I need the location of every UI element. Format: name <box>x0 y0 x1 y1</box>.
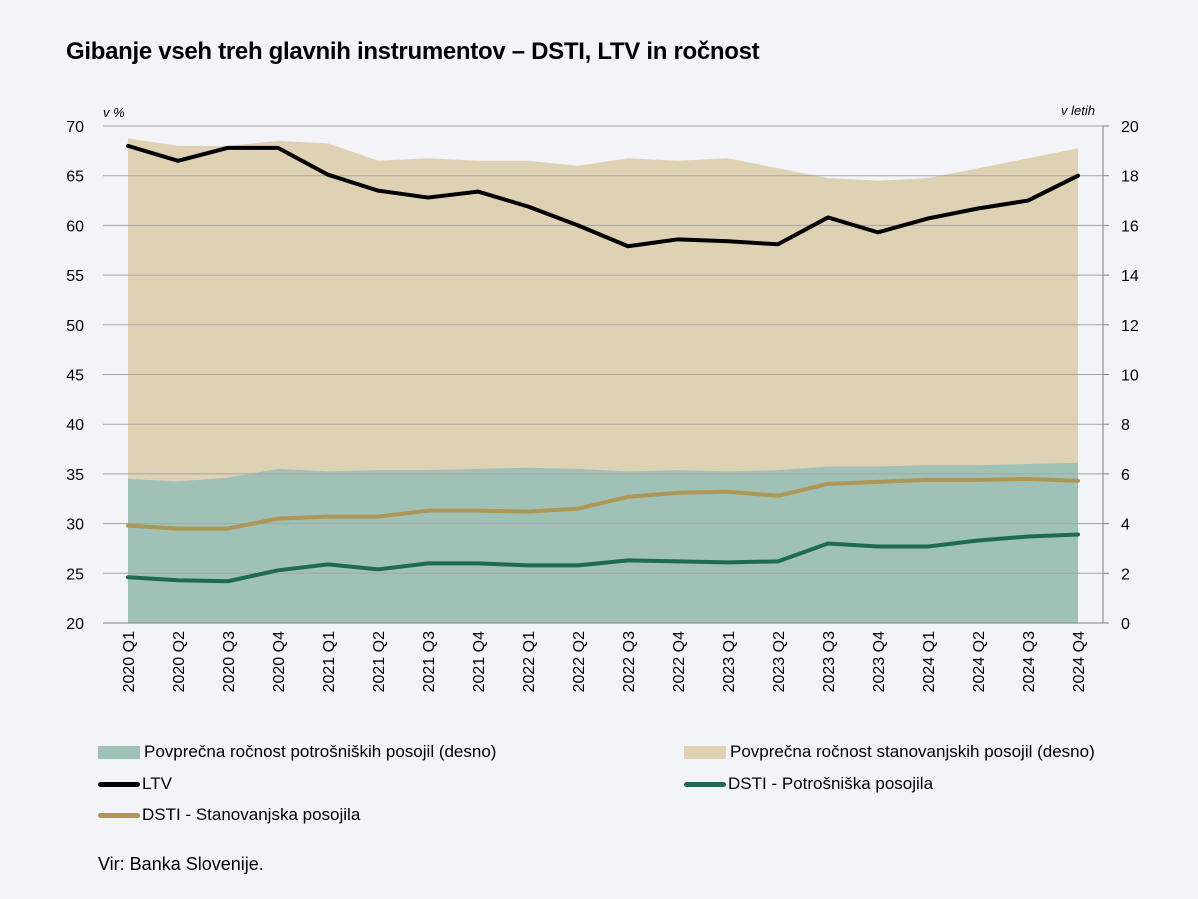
left-tick-label: 70 <box>66 119 84 136</box>
x-tick-label: 2022 Q4 <box>671 631 688 692</box>
legend-swatch-ltv <box>98 781 140 787</box>
legend-label-ltv: LTV <box>142 774 172 793</box>
x-tick-label: 2020 Q1 <box>121 631 138 692</box>
x-tick-label: 2024 Q3 <box>1021 631 1038 692</box>
left-tick-label: 20 <box>66 616 84 633</box>
legend-item-consumer-maturity: Povprečna ročnost potrošniških posojil (… <box>98 741 496 763</box>
legend-swatch-dsti-consumer <box>684 781 726 787</box>
line-dsti-consumer <box>126 532 1080 584</box>
x-tick-label: 2021 Q4 <box>471 631 488 692</box>
left-tick-label: 60 <box>66 218 84 235</box>
x-tick-label: 2021 Q1 <box>321 631 338 692</box>
legend-label-dsti-consumer: DSTI - Potrošniška posojila <box>728 774 934 793</box>
right-axis-unit-label: v letih <box>1061 103 1095 118</box>
x-tick-label: 2023 Q4 <box>871 631 888 692</box>
legend-swatch-consumer-maturity <box>98 745 140 759</box>
x-tick-label: 2022 Q3 <box>621 631 638 692</box>
legend-item-dsti-housing: DSTI - Stanovanjska posojila <box>98 804 360 826</box>
right-tick-label: 2 <box>1121 566 1130 583</box>
x-tick-label: 2021 Q3 <box>421 631 438 692</box>
right-tick-label: 6 <box>1121 467 1130 484</box>
x-tick-label: 2023 Q3 <box>821 631 838 692</box>
legend-label-consumer-maturity: Povprečna ročnost potrošniških posojil (… <box>144 742 497 761</box>
left-tick-label: 35 <box>66 467 84 484</box>
right-tick-label: 18 <box>1121 169 1139 186</box>
right-tick-label: 4 <box>1121 517 1130 534</box>
left-tick-label: 65 <box>66 169 84 186</box>
x-tick-label: 2020 Q2 <box>171 631 188 692</box>
left-tick-label: 50 <box>66 318 84 335</box>
legend-swatch-housing-maturity <box>684 745 726 759</box>
x-tick-label: 2021 Q2 <box>371 631 388 692</box>
left-tick-label: 55 <box>66 268 84 285</box>
right-tick-label: 8 <box>1121 417 1130 434</box>
x-tick-label: 2024 Q1 <box>921 631 938 692</box>
line-dsti-housing <box>126 476 1080 531</box>
legend-label-dsti-housing: DSTI - Stanovanjska posojila <box>142 805 361 824</box>
x-tick-label: 2020 Q3 <box>221 631 238 692</box>
right-tick-label: 10 <box>1121 368 1139 385</box>
x-tick-label: 2022 Q1 <box>521 631 538 692</box>
area-consumer-maturity <box>128 462 1078 623</box>
legend-swatch-dsti-housing <box>98 812 140 818</box>
x-tick-label: 2024 Q4 <box>1071 631 1088 692</box>
legend-item-dsti-consumer: DSTI - Potrošniška posojila <box>684 773 933 795</box>
x-tick-label: 2022 Q2 <box>571 631 588 692</box>
legend-item-ltv: LTV <box>98 773 172 795</box>
left-axis-unit-label: v % <box>103 105 125 120</box>
x-tick-label: 2023 Q1 <box>721 631 738 692</box>
x-tick-label: 2024 Q2 <box>971 631 988 692</box>
x-tick-label: 2023 Q2 <box>771 631 788 692</box>
legend-item-housing-maturity: Povprečna ročnost stanovanjskih posojil … <box>684 741 1095 763</box>
legend-label-housing-maturity: Povprečna ročnost stanovanjskih posojil … <box>730 742 1095 761</box>
source-note: Vir: Banka Slovenije. <box>98 854 264 874</box>
right-tick-label: 14 <box>1121 268 1139 285</box>
left-tick-label: 40 <box>66 417 84 434</box>
right-tick-label: 12 <box>1121 318 1139 335</box>
line-ltv <box>126 143 1080 249</box>
left-tick-label: 30 <box>66 517 84 534</box>
right-tick-label: 16 <box>1121 218 1139 235</box>
right-tick-label: 0 <box>1121 616 1130 633</box>
left-tick-label: 25 <box>66 566 84 583</box>
left-tick-label: 45 <box>66 368 84 385</box>
right-tick-label: 20 <box>1121 119 1139 136</box>
x-tick-label: 2020 Q4 <box>271 631 288 692</box>
chart-title: Gibanje vseh treh glavnih instrumentov –… <box>66 38 760 65</box>
